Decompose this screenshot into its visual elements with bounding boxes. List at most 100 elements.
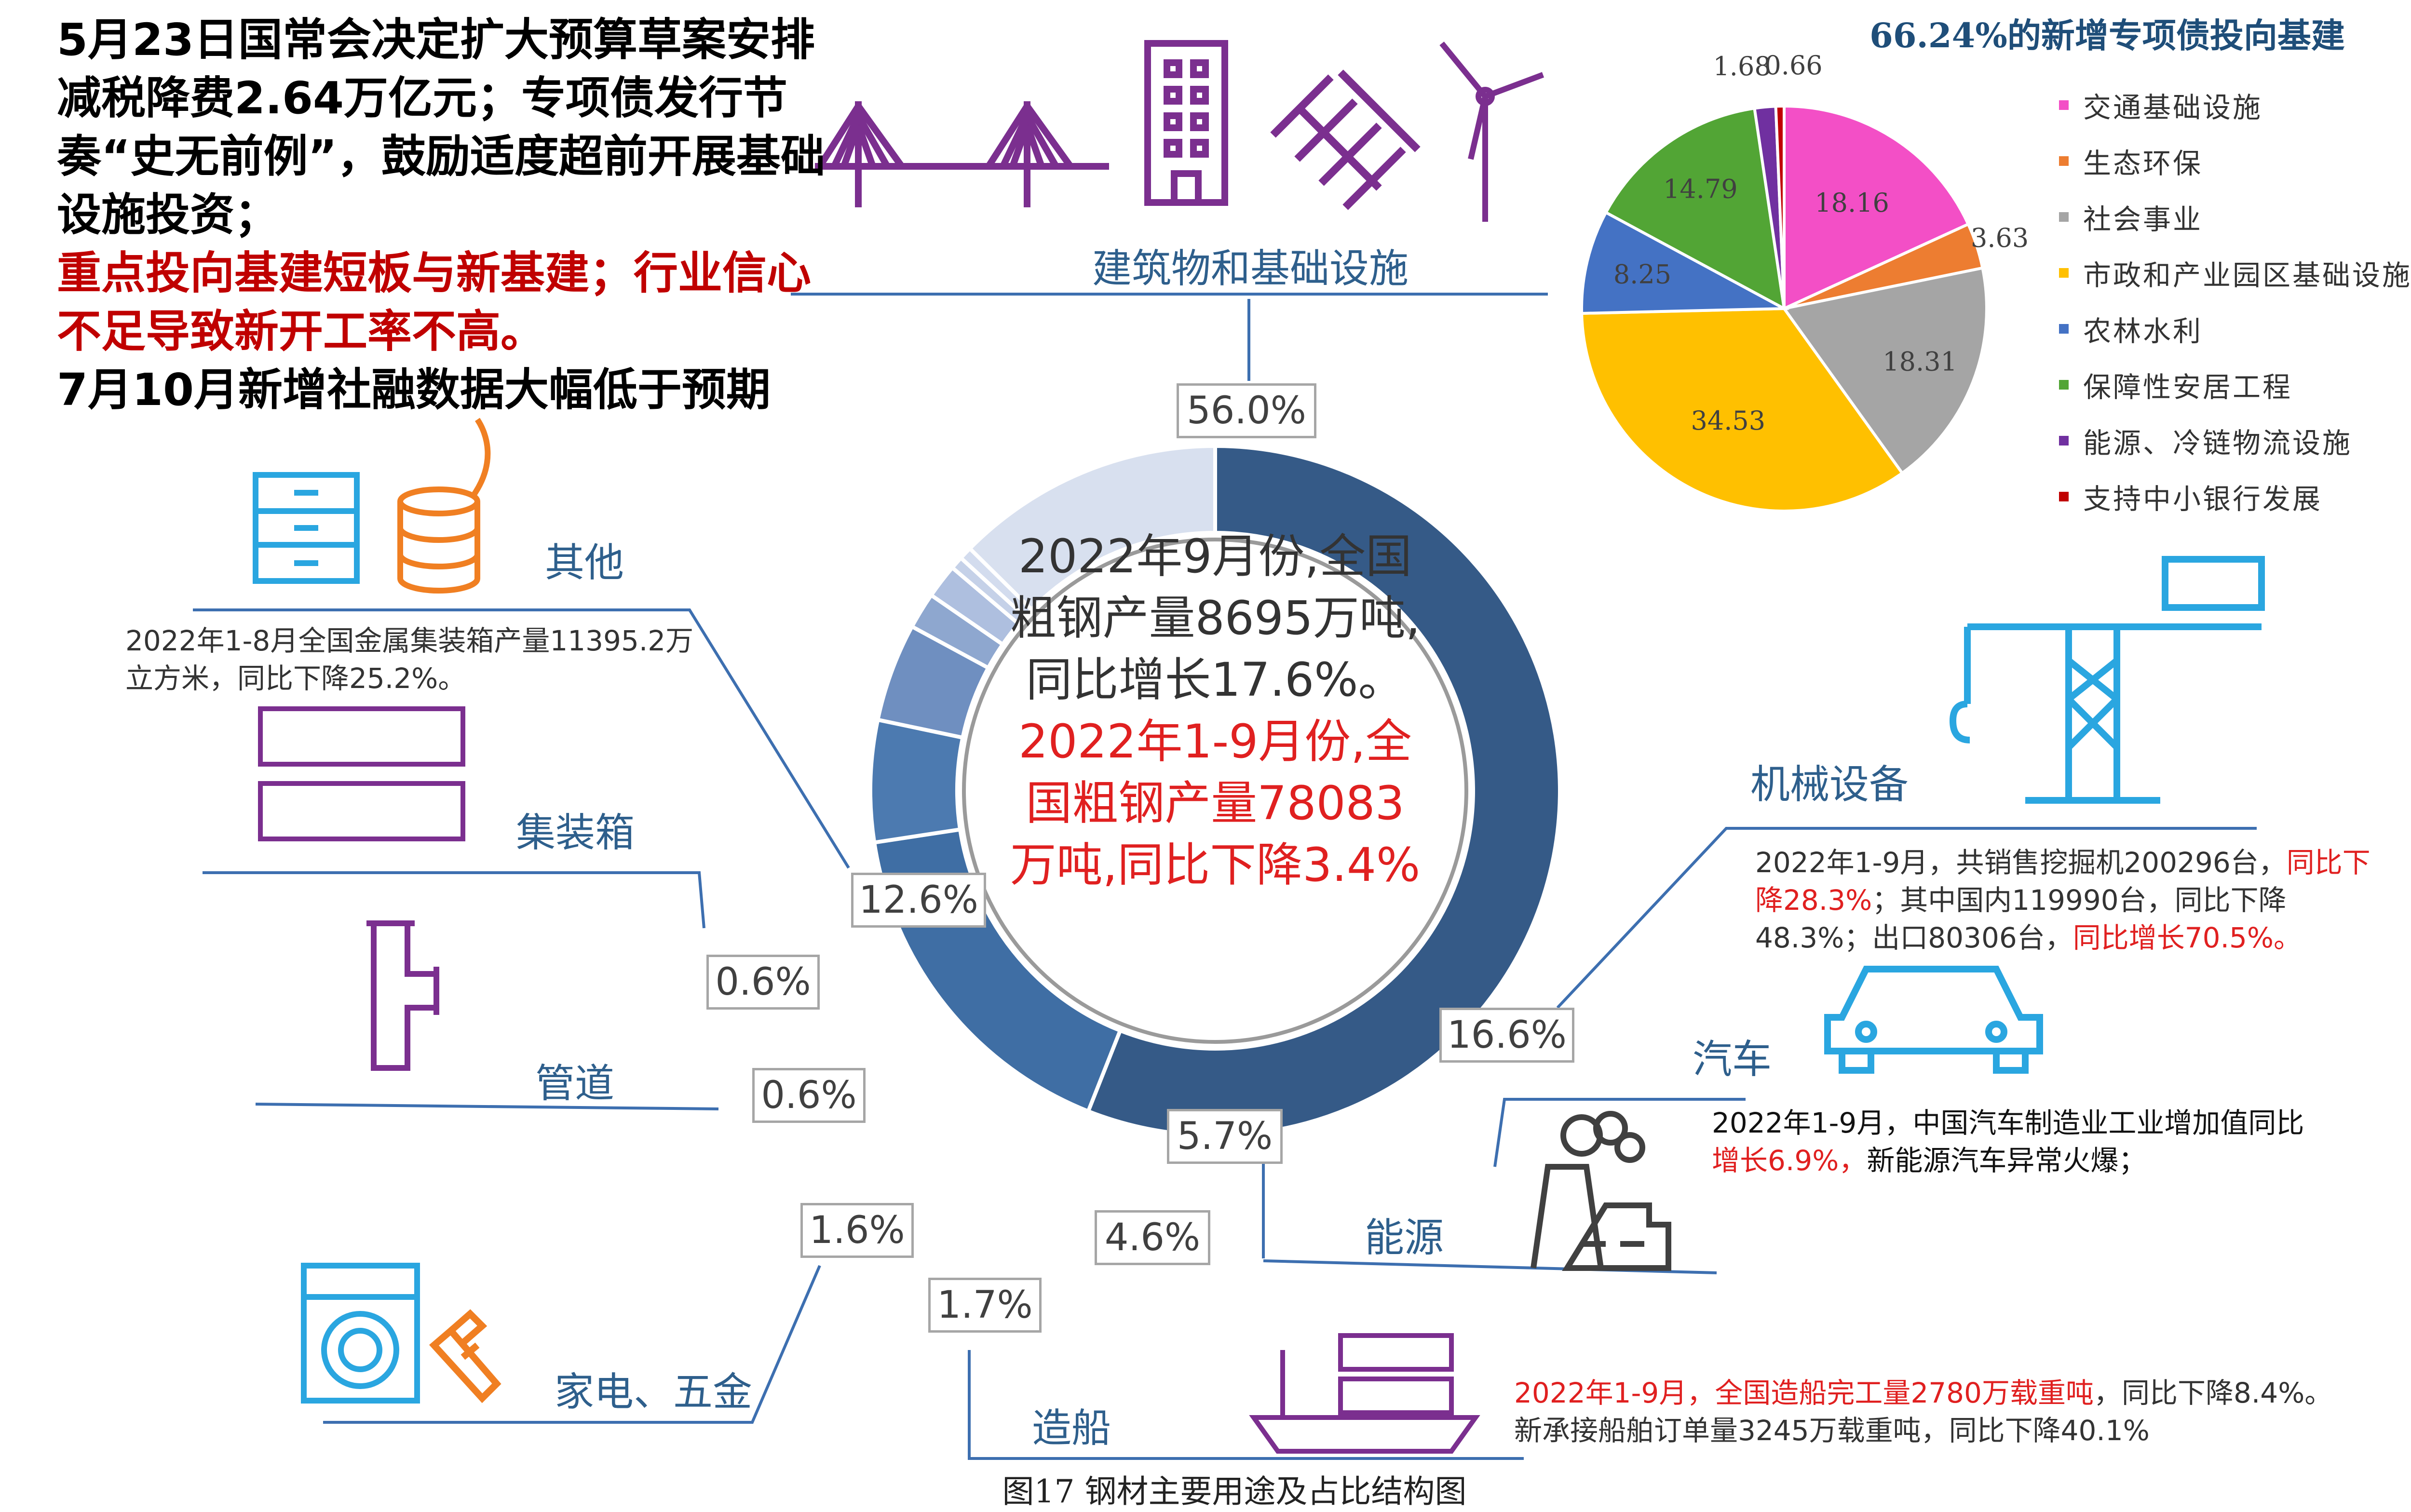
donut-slice <box>967 444 1217 612</box>
legend-swatch <box>2059 380 2069 390</box>
legend-item: 支持中小银行发展 <box>2059 469 2411 525</box>
legend-label: 市政和产业园区基础设施 <box>2083 259 2411 292</box>
legend-label: 能源、冷链物流设施 <box>2083 427 2353 459</box>
note-ship-decline: ，同比下降8.4%。 <box>2093 1377 2333 1409</box>
category-containers: 集装箱 <box>516 810 635 856</box>
legend-label: 支持中小银行发展 <box>2083 483 2323 515</box>
category-pipes: 管道 <box>535 1061 615 1107</box>
building-icon <box>1144 40 1228 206</box>
connector-appliances <box>323 1265 821 1424</box>
pie-slice-label: 14.79 <box>1663 174 1738 204</box>
pie-title: 66.24%的新增专项债投向基建 <box>1869 15 2345 55</box>
percent-box-appliances: 1.6% <box>800 1203 914 1258</box>
note-auto-output: 2022年1-9月，中国汽车制造业工业增加值同比 <box>1712 1107 2304 1139</box>
percent-box-machinery: 16.6% <box>1439 1008 1574 1063</box>
category-appliances: 家电、五金 <box>555 1369 753 1415</box>
connector-machinery <box>1556 827 2257 1009</box>
category-others: 其他 <box>545 540 624 586</box>
category-machinery: 机械设备 <box>1750 762 1909 808</box>
connector-pipes <box>255 1103 719 1110</box>
pipe-icon <box>366 920 439 1071</box>
note-ship: 2022年1-9月，全国造船完工量2780万载重吨，同比下降8.4%。新承接船舶… <box>1514 1374 2411 1449</box>
coin-stack-icon <box>397 418 491 594</box>
pie-slice <box>1580 307 1905 513</box>
legend-swatch <box>2059 212 2069 222</box>
note-machinery-sales: 2022年1-9月，共销售挖掘机200296台， <box>1755 846 2287 879</box>
special-bond-pie: 18.16 3.63 18.31 34.53 8.25 14.79 1.680.66 <box>1580 50 2029 513</box>
figure-caption: 图17 钢材主要用途及占比结构图 <box>1002 1473 1467 1510</box>
legend-swatch <box>2059 268 2069 278</box>
center-text-ytd: 2022年1-9月份,全国粗钢产量78083万吨,同比下降3.4% <box>1010 715 1421 892</box>
category-auto: 汽车 <box>1693 1037 1772 1082</box>
shipping-container-icon <box>258 706 465 841</box>
percent-box-construction: 56.0% <box>1177 383 1316 438</box>
legend-item: 社会事业 <box>2059 189 2411 245</box>
legend-label: 农林水利 <box>2083 315 2203 348</box>
railway-icon <box>1270 69 1421 210</box>
legend-item: 保障性安居工程 <box>2059 357 2411 413</box>
note-machinery: 2022年1-9月，共销售挖掘机200296台，同比下降28.3%；其中国内11… <box>1755 844 2372 957</box>
percent-box-energy: 4.6% <box>1095 1210 1210 1265</box>
note-auto-growth: 增长6.9%， <box>1712 1144 1867 1177</box>
legend-label: 交通基础设施 <box>2083 91 2263 124</box>
pie-slice <box>1781 266 1988 475</box>
power-plant-icon <box>1531 1111 1671 1271</box>
percent-box-shipbuilding: 1.7% <box>928 1278 1042 1333</box>
connector-containers <box>203 871 705 929</box>
tower-crane-icon <box>1949 556 2265 804</box>
legend-label: 生态环保 <box>2083 147 2203 180</box>
pie-slice-label: 3.63 <box>1971 223 2029 253</box>
car-icon <box>1824 966 2043 1074</box>
pie-slice-label: 0.66 <box>1764 50 1822 81</box>
legend-swatch <box>2059 156 2069 166</box>
pie-legend: 交通基础设施 生态环保社会事业市政和产业园区基础设施 农林水利保障性安居工程能源、冷… <box>2059 77 2411 525</box>
connector-auto <box>1493 1098 1746 1167</box>
note-containers: 2022年1-8月全国金属集装箱产量11395.2万立方米，同比下降25.2%。 <box>125 624 694 695</box>
connector-ship <box>968 1350 1524 1460</box>
pie-slice <box>1774 104 1786 309</box>
legend-item: 市政和产业园区基础设施 <box>2059 245 2411 301</box>
wrench-icon <box>429 1309 501 1404</box>
legend-swatch <box>2059 324 2069 334</box>
legend-label: 保障性安居工程 <box>2083 371 2293 404</box>
pie-slice <box>1783 104 1970 311</box>
legend-item: 能源、冷链物流设施 <box>2059 413 2411 469</box>
connector-lines <box>193 293 2257 1460</box>
note-auto: 2022年1-9月，中国汽车制造业工业增加值同比 增长6.9%，新能源汽车异常火爆… <box>1712 1104 2397 1179</box>
cargo-ship-icon <box>1249 1333 1480 1454</box>
category-construction: 建筑物和基础设施 <box>1092 246 1409 292</box>
pie-slice <box>1604 107 1786 311</box>
percent-box-containers: 0.6% <box>706 955 820 1010</box>
legend-swatch <box>2059 492 2069 501</box>
pie-slice-label: 18.31 <box>1883 346 1957 377</box>
filing-cabinet-icon <box>253 472 360 584</box>
percent-box-others: 12.6% <box>851 873 986 928</box>
note-machinery-domestic: ；其中国内119990台，同比下降48.3%；出口80306台， <box>1755 884 2287 954</box>
headline-policy: 5月23日国常会决定扩大预算草案安排减税降费2.64万亿元；专项债发行节奏“史无… <box>57 14 825 241</box>
note-machinery-decline: 同比下降28.3% <box>1755 846 2370 917</box>
headline-financing: 7月10月新增社融数据大幅低于预期 <box>57 364 771 416</box>
pie-slice-label: 8.25 <box>1613 259 1671 289</box>
donut-center-text: 2022年9月份,全国粗钢产量8695万吨,同比增长17.6%。 2022年1-… <box>1003 526 1427 896</box>
donut-slice <box>868 717 965 845</box>
legend-item: 生态环保 <box>2059 133 2411 189</box>
note-ship-orders: 新承接船舶订单量3245万载重吨，同比下降40.1% <box>1514 1414 2150 1447</box>
headline: 5月23日国常会决定扩大预算草案安排减税降费2.64万亿元；专项债发行节奏“史无… <box>57 11 848 419</box>
headline-focus: 重点投向基建短板与新基建；行业信心不足导致新开工率不高。 <box>57 247 812 357</box>
percent-box-pipes: 0.6% <box>752 1068 866 1123</box>
pie-slice-label: 1.68 <box>1713 51 1771 81</box>
connector-others <box>193 608 850 869</box>
percent-box-auto: 5.7% <box>1167 1109 1283 1164</box>
category-shipbuilding: 造船 <box>1032 1405 1111 1451</box>
note-machinery-export-growth: 同比增长70.5%。 <box>2072 921 2302 954</box>
donut-center-circle <box>962 538 1468 1044</box>
legend-label: 社会事业 <box>2083 203 2203 236</box>
bridge-icon <box>815 101 1109 207</box>
legend-item: 农林水利 <box>2059 301 2411 357</box>
note-ship-completed: 2022年1-9月，全国造船完工量2780万载重吨 <box>1514 1377 2094 1409</box>
legend-swatch <box>2059 100 2069 110</box>
category-energy: 能源 <box>1365 1215 1444 1261</box>
donut-slice <box>1085 444 1562 1137</box>
pie-slice-label: 18.16 <box>1815 188 1889 218</box>
